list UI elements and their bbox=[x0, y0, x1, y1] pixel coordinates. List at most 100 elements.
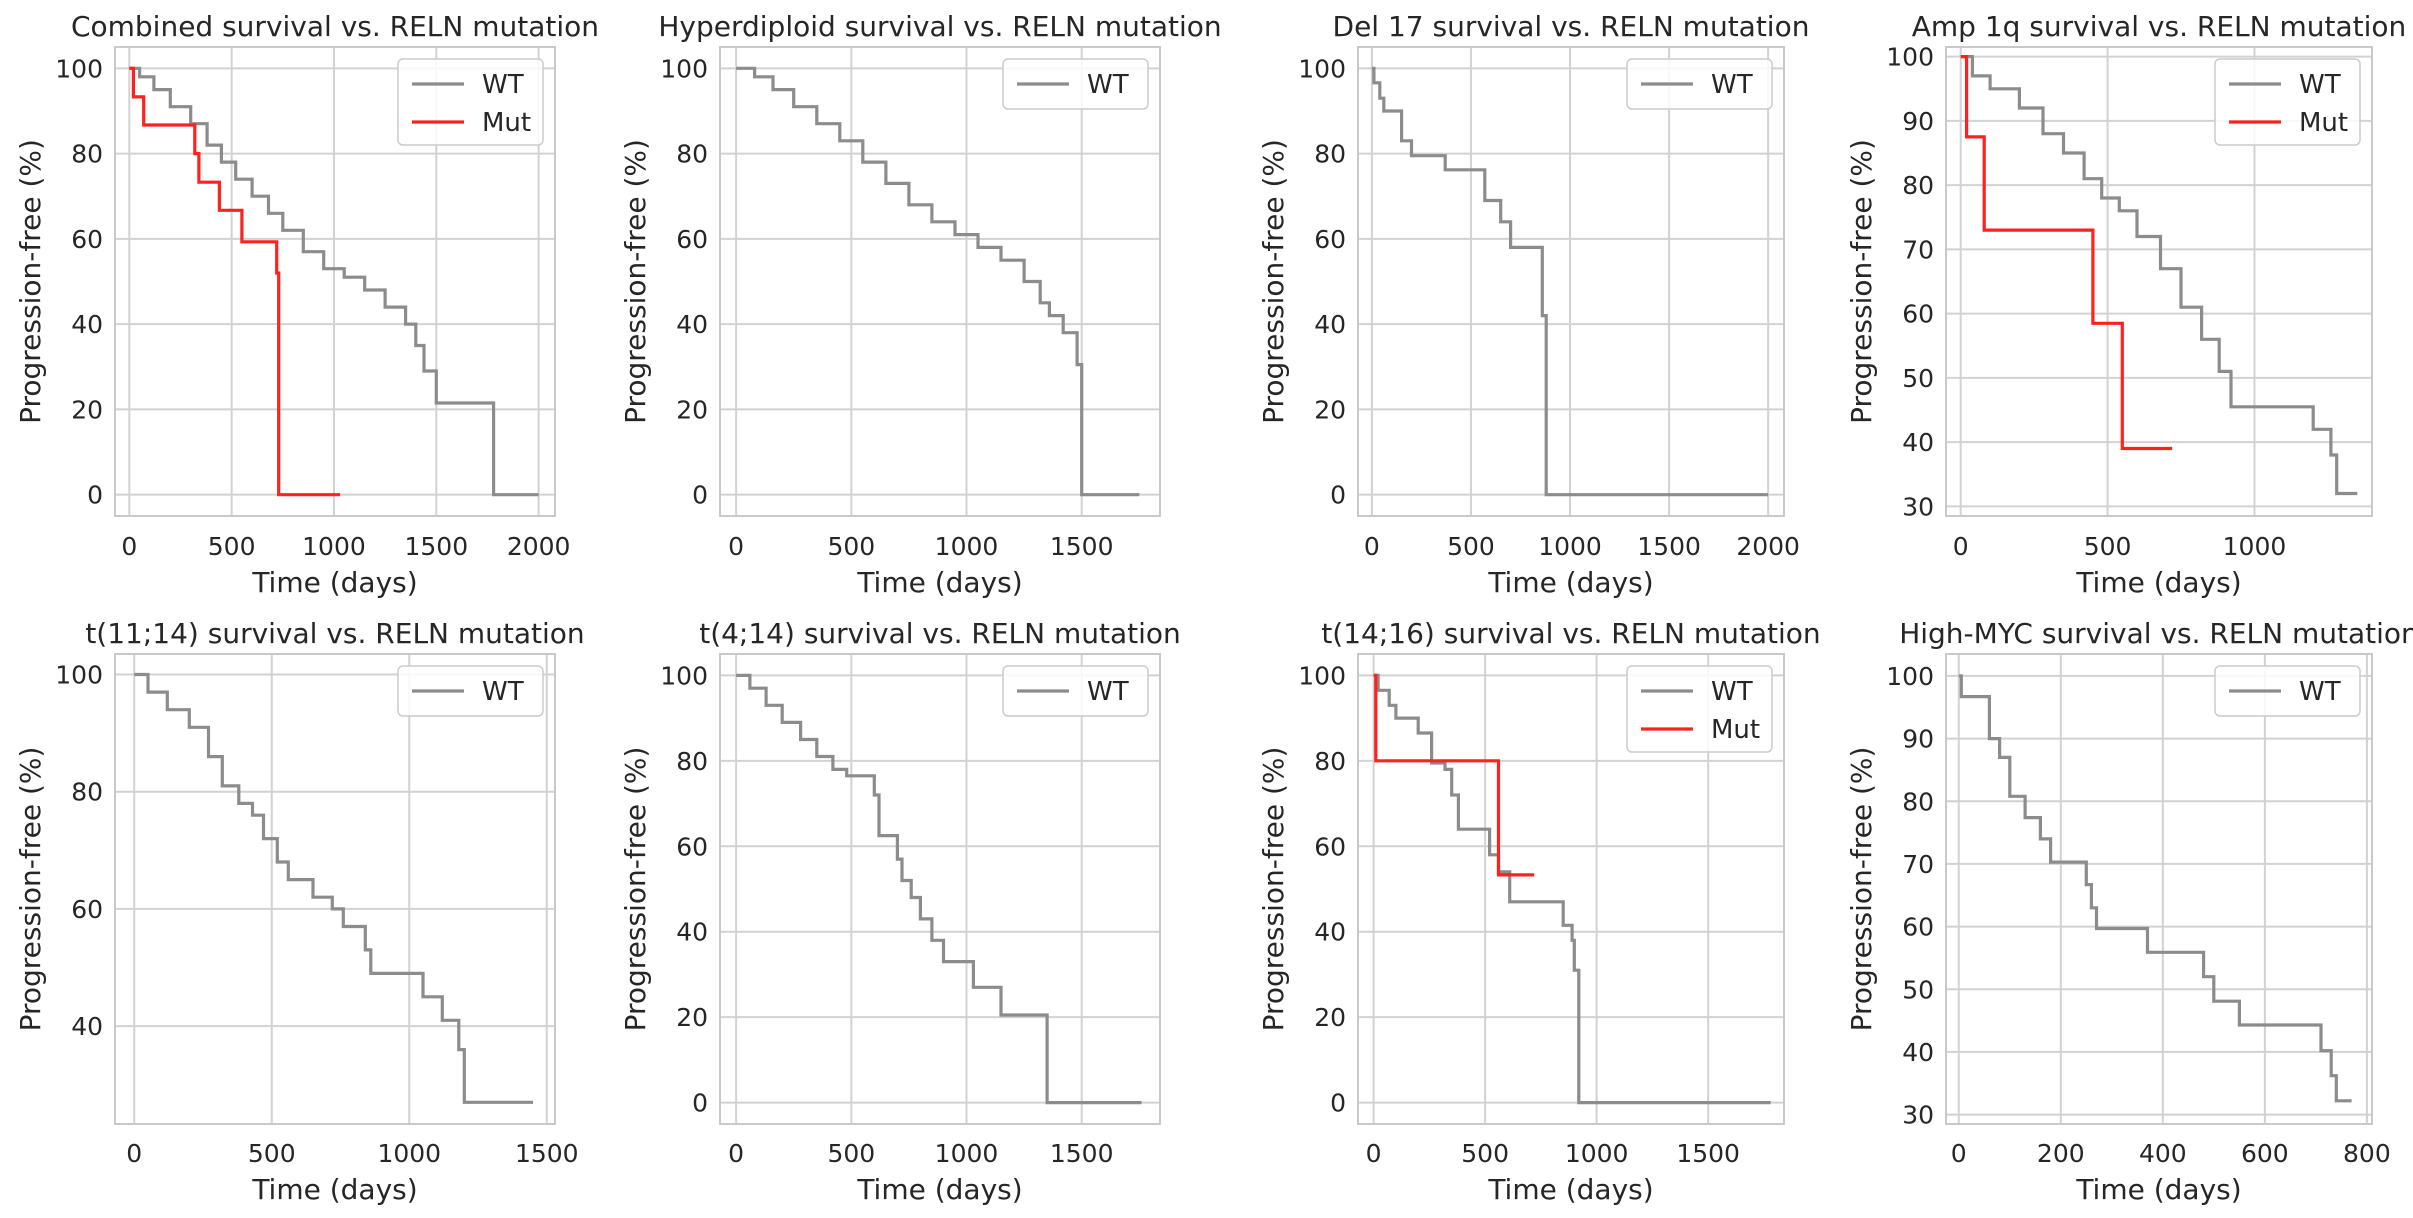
y-tick-label: 60 bbox=[676, 225, 708, 254]
x-axis-label: Time (days) bbox=[1487, 566, 1653, 599]
chart-title: Combined survival vs. RELN mutation bbox=[71, 10, 599, 43]
y-tick-label: 50 bbox=[1902, 364, 1934, 393]
y-axis-label: Progression-free (%) bbox=[1845, 747, 1878, 1032]
y-tick-label: 70 bbox=[1902, 850, 1934, 879]
x-tick-label: 0 bbox=[1364, 532, 1380, 561]
y-tick-label: 40 bbox=[1902, 1038, 1934, 1067]
legend: WT Mut bbox=[2214, 58, 2361, 146]
x-axis-label: Time (days) bbox=[856, 1173, 1022, 1206]
chart-title: t(14;16) survival vs. RELN mutation bbox=[1321, 617, 1820, 650]
y-tick-label: 100 bbox=[55, 661, 103, 690]
x-axis-label: Time (days) bbox=[856, 566, 1022, 599]
legend: WT Mut bbox=[397, 58, 544, 146]
y-tick-label: 80 bbox=[1314, 140, 1346, 169]
legend-box bbox=[1626, 58, 1773, 110]
y-tick-label: 60 bbox=[1314, 832, 1346, 861]
x-tick-label: 500 bbox=[1461, 1139, 1509, 1168]
legend: WT bbox=[1002, 665, 1149, 717]
y-tick-label: 100 bbox=[1298, 54, 1346, 83]
plot-frame bbox=[114, 653, 556, 1125]
legend-label: WT bbox=[1711, 70, 1753, 100]
series-line-wt bbox=[129, 66, 539, 497]
legend: WT bbox=[2214, 665, 2361, 717]
x-tick-label: 800 bbox=[2343, 1139, 2391, 1168]
x-tick-label: 1000 bbox=[1565, 1139, 1629, 1168]
y-tick-label: 20 bbox=[1314, 395, 1346, 424]
x-tick-label: 200 bbox=[2037, 1139, 2085, 1168]
y-tick-label: 40 bbox=[71, 1012, 103, 1041]
y-tick-label: 20 bbox=[676, 1003, 708, 1032]
y-tick-label: 40 bbox=[71, 310, 103, 339]
series-line-wt bbox=[1960, 55, 2358, 496]
x-tick-label: 500 bbox=[827, 1139, 875, 1168]
plot-frame bbox=[719, 46, 1161, 517]
y-tick-label: 0 bbox=[1330, 481, 1346, 510]
y-tick-label: 40 bbox=[1902, 428, 1934, 457]
legend: WT bbox=[1002, 58, 1149, 110]
x-tick-label: 500 bbox=[827, 532, 875, 561]
x-tick-label: 1500 bbox=[1050, 532, 1114, 561]
series-line-wt bbox=[736, 673, 1142, 1105]
x-tick-label: 600 bbox=[2241, 1139, 2289, 1168]
y-axis-label: Progression-free (%) bbox=[1257, 139, 1290, 424]
legend: WT Mut bbox=[1626, 665, 1773, 753]
chart-title: High-MYC survival vs. RELN mutation bbox=[1899, 617, 2413, 650]
y-tick-label: 60 bbox=[71, 225, 103, 254]
x-tick-label: 1500 bbox=[1637, 532, 1701, 561]
chart-title: Amp 1q survival vs. RELN mutation bbox=[1912, 10, 2407, 43]
series-line-mut bbox=[1373, 673, 1535, 877]
x-tick-label: 0 bbox=[121, 532, 137, 561]
x-tick-label: 2000 bbox=[1736, 532, 1800, 561]
legend: WT bbox=[397, 665, 544, 717]
x-axis-label: Time (days) bbox=[1487, 1173, 1653, 1206]
y-axis-label: Progression-free (%) bbox=[14, 747, 47, 1032]
x-tick-label: 1000 bbox=[1538, 532, 1602, 561]
plot-frame bbox=[1945, 653, 2373, 1125]
y-tick-label: 20 bbox=[71, 395, 103, 424]
x-tick-label: 500 bbox=[2084, 532, 2132, 561]
x-tick-label: 0 bbox=[728, 532, 744, 561]
legend-label: WT bbox=[482, 677, 524, 707]
y-tick-label: 100 bbox=[660, 661, 708, 690]
y-axis-label: Progression-free (%) bbox=[1257, 747, 1290, 1032]
x-tick-label: 1000 bbox=[935, 1139, 999, 1168]
x-tick-label: 1000 bbox=[935, 532, 999, 561]
legend-label: WT bbox=[1087, 677, 1129, 707]
x-tick-label: 400 bbox=[2139, 1139, 2187, 1168]
legend-label: Mut bbox=[1711, 715, 1760, 745]
chart-title: Hyperdiploid survival vs. RELN mutation bbox=[658, 10, 1221, 43]
y-tick-label: 40 bbox=[676, 918, 708, 947]
chart-title: Del 17 survival vs. RELN mutation bbox=[1333, 10, 1810, 43]
y-tick-label: 80 bbox=[676, 747, 708, 776]
x-tick-label: 1000 bbox=[302, 532, 366, 561]
y-axis-label: Progression-free (%) bbox=[619, 747, 652, 1032]
x-tick-label: 1000 bbox=[2223, 532, 2287, 561]
legend-label: WT bbox=[1711, 677, 1753, 707]
y-tick-label: 60 bbox=[1314, 225, 1346, 254]
x-axis-label: Time (days) bbox=[2075, 1173, 2241, 1206]
y-tick-label: 90 bbox=[1902, 107, 1934, 136]
y-axis-label: Progression-free (%) bbox=[1845, 139, 1878, 424]
y-tick-label: 60 bbox=[71, 895, 103, 924]
y-tick-label: 100 bbox=[1886, 43, 1934, 72]
legend-label: Mut bbox=[2299, 108, 2348, 138]
x-tick-label: 1500 bbox=[1676, 1139, 1740, 1168]
x-tick-label: 500 bbox=[208, 532, 256, 561]
series-line-wt bbox=[134, 672, 533, 1104]
y-tick-label: 50 bbox=[1902, 975, 1934, 1004]
legend-label: Mut bbox=[482, 108, 531, 138]
y-axis-label: Progression-free (%) bbox=[619, 139, 652, 424]
y-tick-label: 0 bbox=[692, 1089, 708, 1118]
x-axis-label: Time (days) bbox=[251, 1173, 417, 1206]
y-tick-label: 80 bbox=[676, 140, 708, 169]
y-tick-label: 40 bbox=[1314, 918, 1346, 947]
y-tick-label: 0 bbox=[692, 481, 708, 510]
y-tick-label: 80 bbox=[1902, 787, 1934, 816]
